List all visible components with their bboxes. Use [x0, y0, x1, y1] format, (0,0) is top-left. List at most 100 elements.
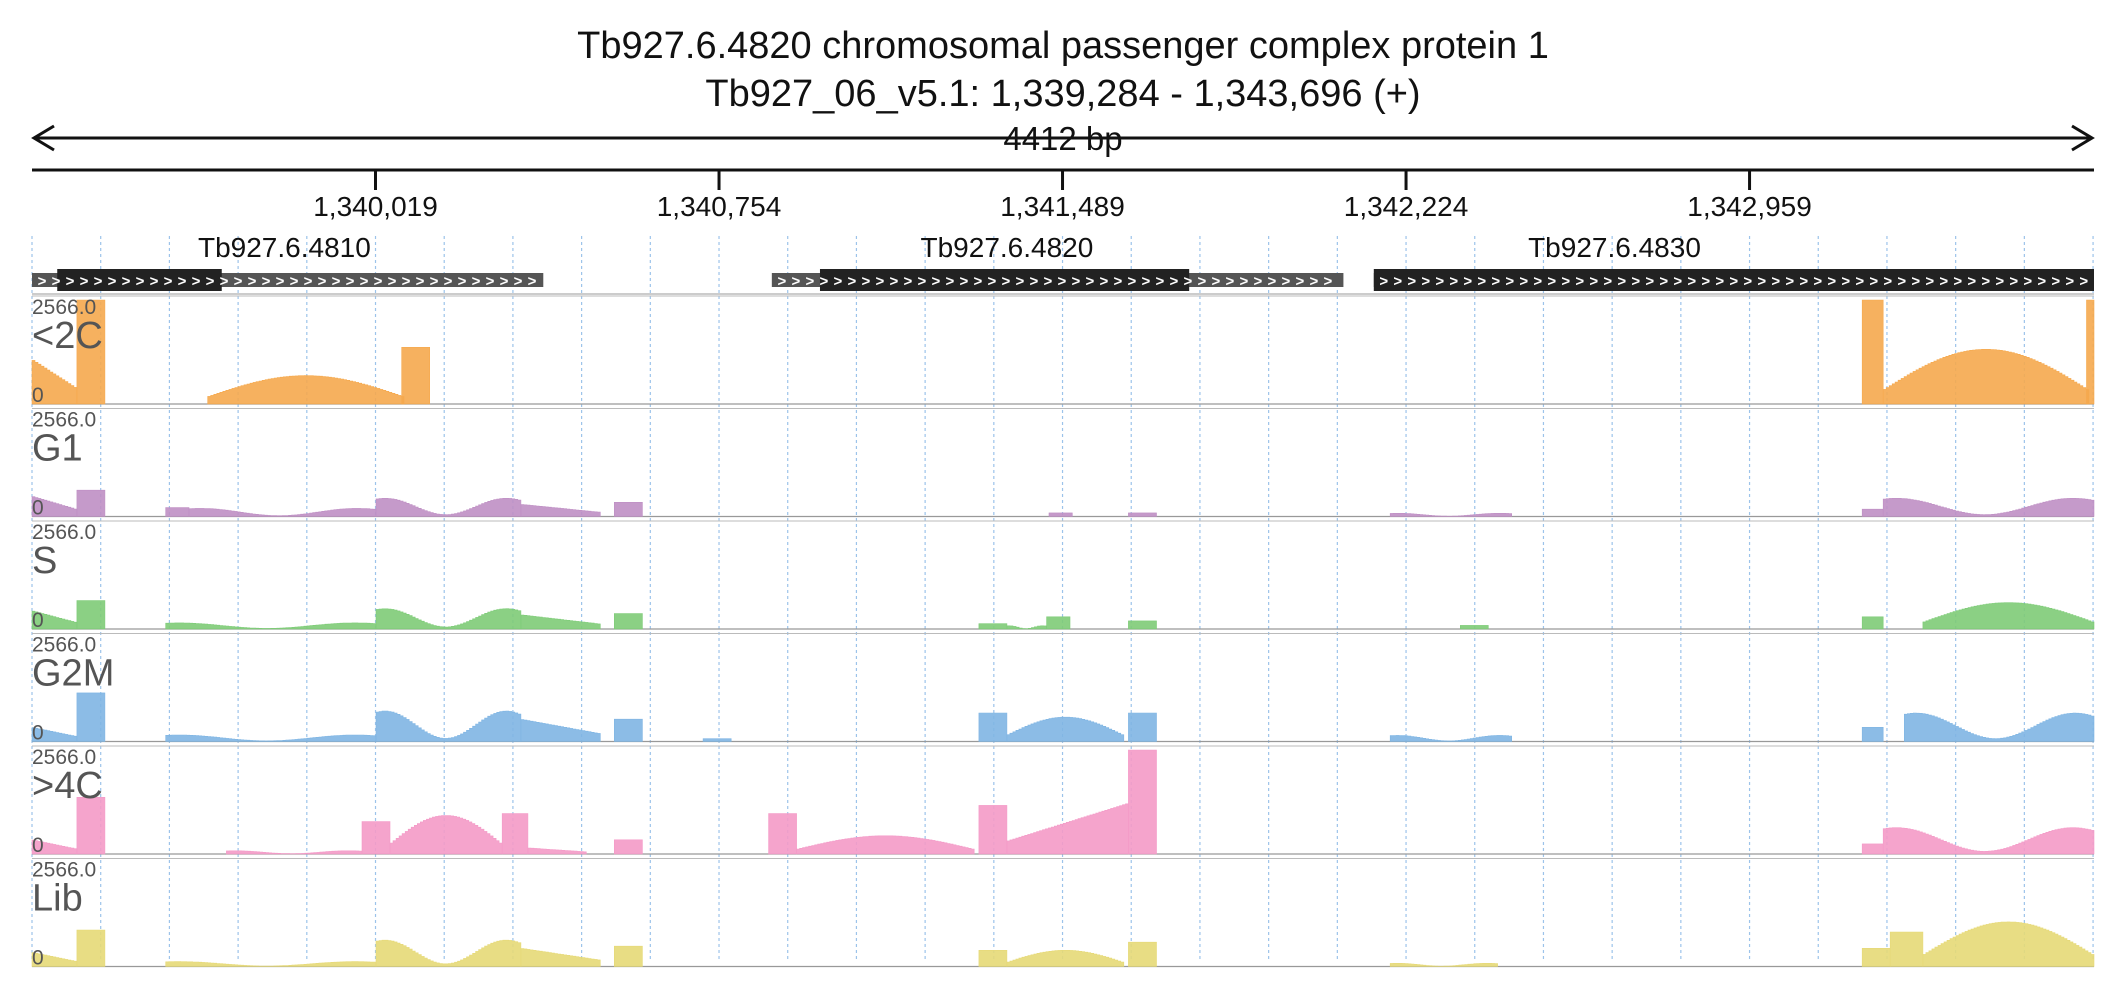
strand-chevron: > — [791, 273, 800, 290]
y-max-label: 2566.0 — [32, 746, 96, 769]
coverage-area — [1128, 512, 1157, 517]
strand-chevron: > — [1463, 273, 1472, 290]
coverage-area — [165, 622, 377, 630]
span-arrow — [31, 124, 2095, 152]
strand-chevron: > — [1547, 273, 1556, 290]
series-name-label: <2C — [32, 315, 103, 357]
coverage-track: 2566.0S 0 — [31, 520, 2095, 632]
strand-chevron: > — [486, 273, 495, 290]
coverage-area — [1861, 948, 1891, 967]
coverage-area — [527, 847, 587, 855]
strand-chevron: > — [1799, 273, 1808, 290]
strand-chevron: > — [1519, 273, 1528, 290]
strand-chevron: > — [1771, 273, 1780, 290]
coverage-area — [76, 929, 106, 967]
y-min-label: 0 — [32, 834, 44, 857]
coverage-area — [1389, 735, 1512, 742]
coverage-area — [1389, 513, 1512, 517]
strand-chevron: > — [1379, 273, 1388, 290]
strand-chevron: > — [528, 273, 537, 290]
strand-chevron: > — [2051, 273, 2060, 290]
strand-chevron: > — [1911, 273, 1920, 290]
series-name-label: G1 — [32, 428, 83, 470]
strand-chevron: > — [1183, 273, 1192, 290]
strand-chevron: > — [1057, 273, 1066, 290]
strand-chevron: > — [234, 273, 243, 290]
coverage-area — [614, 502, 643, 517]
coverage-area — [978, 712, 1008, 742]
vertical-grid — [31, 236, 2094, 962]
strand-chevron: > — [1197, 273, 1206, 290]
strand-chevron: > — [164, 273, 173, 290]
coverage-area — [1128, 620, 1157, 630]
span-arrowhead-left — [31, 124, 55, 152]
gene-label: Tb927.6.4830 — [1528, 232, 1701, 263]
strand-chevron: > — [1253, 273, 1262, 290]
coverage-area — [2086, 299, 2095, 405]
strand-chevron: > — [1659, 273, 1668, 290]
strand-chevron: > — [1267, 273, 1276, 290]
coverage-area — [520, 504, 601, 517]
coverage-area — [76, 797, 106, 855]
strand-chevron: > — [472, 273, 481, 290]
strand-chevron: > — [318, 273, 327, 290]
strand-chevron: > — [1043, 273, 1052, 290]
strand-chevron: > — [514, 273, 523, 290]
strand-chevron: > — [94, 273, 103, 290]
series-name-label: >4C — [32, 765, 103, 807]
strand-chevron: > — [1687, 273, 1696, 290]
strand-chevron: > — [1001, 273, 1010, 290]
strand-chevron: > — [805, 273, 814, 290]
strand-chevron: > — [1491, 273, 1500, 290]
strand-chevron: > — [2023, 273, 2032, 290]
coverage-area — [375, 939, 522, 967]
strand-chevron: > — [108, 273, 117, 290]
strand-chevron: > — [2037, 273, 2046, 290]
y-max-label: 2566.0 — [32, 859, 96, 882]
strand-chevron: > — [847, 273, 856, 290]
strand-chevron: > — [66, 273, 75, 290]
strand-chevron: > — [917, 273, 926, 290]
coverage-area — [1048, 512, 1073, 517]
strand-chevron: > — [416, 273, 425, 290]
strand-chevron: > — [388, 273, 397, 290]
strand-chevron: > — [1855, 273, 1864, 290]
strand-chevron: > — [1281, 273, 1290, 290]
strand-chevron: > — [122, 273, 131, 290]
ruler-tick-label: 1,340,019 — [313, 191, 438, 222]
y-max-label: 2566.0 — [32, 296, 96, 319]
strand-chevron: > — [38, 273, 47, 290]
strand-chevron: > — [861, 273, 870, 290]
series-name-label: G2M — [32, 653, 114, 695]
coverage-area — [520, 948, 601, 967]
strand-chevron: > — [1533, 273, 1542, 290]
strand-chevron: > — [875, 273, 884, 290]
strand-chevron: > — [430, 273, 439, 290]
strand-chevron: > — [1701, 273, 1710, 290]
strand-chevron: > — [777, 273, 786, 290]
strand-chevron: > — [360, 273, 369, 290]
coverage-area — [796, 835, 975, 855]
strand-chevron: > — [2065, 273, 2074, 290]
strand-chevron: > — [80, 273, 89, 290]
coverage-area — [614, 945, 643, 967]
strand-chevron: > — [1603, 273, 1612, 290]
y-max-label: 2566.0 — [32, 409, 96, 432]
coverage-area — [31, 360, 78, 405]
strand-chevron: > — [1715, 273, 1724, 290]
strand-chevron: > — [1015, 273, 1024, 290]
span-arrowhead-right — [2071, 124, 2095, 152]
coverage-area — [375, 498, 522, 517]
strand-chevron: > — [1393, 273, 1402, 290]
strand-chevron: > — [1225, 273, 1234, 290]
coverage-area — [1861, 843, 1884, 855]
strand-chevron: > — [1981, 273, 1990, 290]
coverage-area — [1128, 941, 1157, 967]
strand-chevron: > — [178, 273, 187, 290]
strand-chevron: > — [1295, 273, 1304, 290]
strand-chevron: > — [1841, 273, 1850, 290]
strand-chevron: > — [1309, 273, 1318, 290]
strand-chevron: > — [1155, 273, 1164, 290]
